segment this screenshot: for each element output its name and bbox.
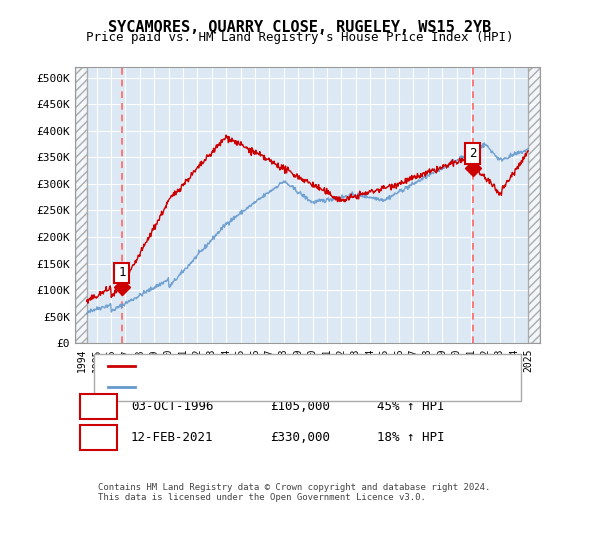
FancyBboxPatch shape	[80, 426, 117, 450]
Text: 1: 1	[118, 267, 125, 279]
Text: 45% ↑ HPI: 45% ↑ HPI	[377, 400, 445, 413]
Text: Price paid vs. HM Land Registry's House Price Index (HPI): Price paid vs. HM Land Registry's House …	[86, 31, 514, 44]
Text: 12-FEB-2021: 12-FEB-2021	[131, 431, 214, 444]
Text: 18% ↑ HPI: 18% ↑ HPI	[377, 431, 445, 444]
Text: 2: 2	[469, 147, 476, 160]
Text: 2: 2	[95, 431, 102, 444]
Text: 1: 1	[95, 400, 102, 413]
FancyBboxPatch shape	[80, 394, 117, 419]
Text: Contains HM Land Registry data © Crown copyright and database right 2024.
This d: Contains HM Land Registry data © Crown c…	[98, 483, 491, 502]
FancyBboxPatch shape	[94, 354, 521, 400]
Text: SYCAMORES, QUARRY CLOSE, RUGELEY, WS15 2YB: SYCAMORES, QUARRY CLOSE, RUGELEY, WS15 2…	[109, 20, 491, 35]
Text: £330,000: £330,000	[270, 431, 330, 444]
Text: £105,000: £105,000	[270, 400, 330, 413]
Text: SYCAMORES, QUARRY CLOSE, RUGELEY, WS15 2YB (detached house): SYCAMORES, QUARRY CLOSE, RUGELEY, WS15 2…	[145, 361, 514, 371]
Text: HPI: Average price, detached house, Cannock Chase: HPI: Average price, detached house, Cann…	[145, 381, 451, 391]
Text: 03-OCT-1996: 03-OCT-1996	[131, 400, 214, 413]
